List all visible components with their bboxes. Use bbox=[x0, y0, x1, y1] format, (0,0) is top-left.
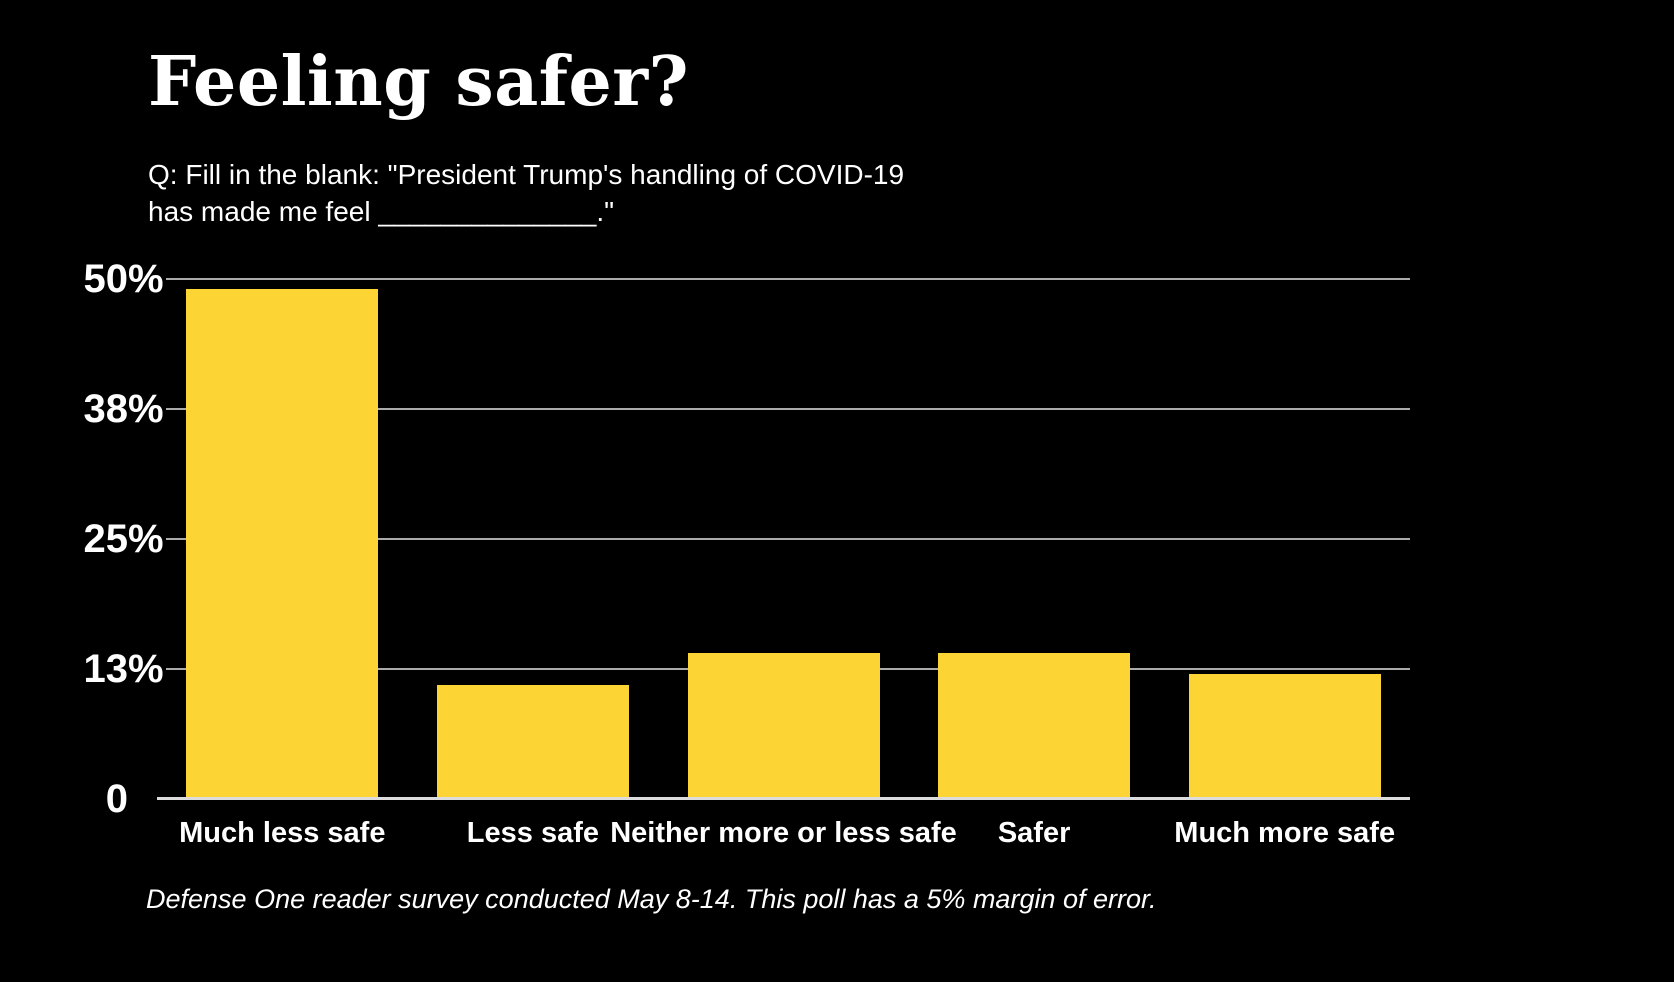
y-tick-number: 0 bbox=[105, 776, 128, 821]
gridline bbox=[166, 408, 1410, 410]
y-tick-number: 25 bbox=[83, 516, 129, 561]
y-tick-number: 50 bbox=[83, 256, 129, 301]
x-axis-label-much-less-safe: Much less safe bbox=[179, 817, 386, 849]
survey-question-line-1: Q: Fill in the blank: "President Trump's… bbox=[148, 159, 905, 190]
survey-question: Q: Fill in the blank: "President Trump's… bbox=[148, 156, 904, 230]
x-axis-label-less-safe: Less safe bbox=[466, 817, 599, 849]
bar-much-more-safe bbox=[1188, 674, 1381, 799]
x-axis-baseline bbox=[157, 797, 1410, 800]
y-tick-number: 13 bbox=[83, 646, 129, 691]
y-axis-tick-label: 38% bbox=[28, 382, 164, 436]
chart-title: Feeling safer? bbox=[148, 42, 689, 122]
x-axis-label-neither-more-or-less-safe: Neither more or less safe bbox=[610, 817, 957, 849]
y-tick-percent-sign: % bbox=[128, 646, 164, 691]
y-axis-tick-label: 50% bbox=[28, 252, 164, 306]
bar-neither-more-or-less-safe bbox=[687, 653, 880, 799]
y-axis-tick-label: 0 bbox=[28, 772, 162, 826]
source-note: Defense One reader survey conducted May … bbox=[146, 884, 1157, 914]
bar-much-less-safe bbox=[186, 289, 379, 799]
y-tick-percent-sign: % bbox=[128, 386, 164, 431]
survey-question-line-2: has made me feel ______________." bbox=[148, 196, 615, 227]
y-tick-number: 38 bbox=[83, 386, 129, 431]
gridline bbox=[166, 278, 1410, 280]
x-axis-label-much-more-safe: Much more safe bbox=[1174, 817, 1396, 849]
x-axis-label-safer: Safer bbox=[997, 817, 1071, 849]
gridline bbox=[166, 538, 1410, 540]
y-axis-tick-label: 13% bbox=[28, 642, 164, 696]
bar-safer bbox=[938, 653, 1131, 799]
y-axis-tick-label: 25% bbox=[28, 512, 164, 566]
bar-less-safe bbox=[436, 684, 629, 799]
y-tick-percent-sign: % bbox=[128, 256, 164, 301]
y-tick-percent-sign: % bbox=[128, 516, 164, 561]
